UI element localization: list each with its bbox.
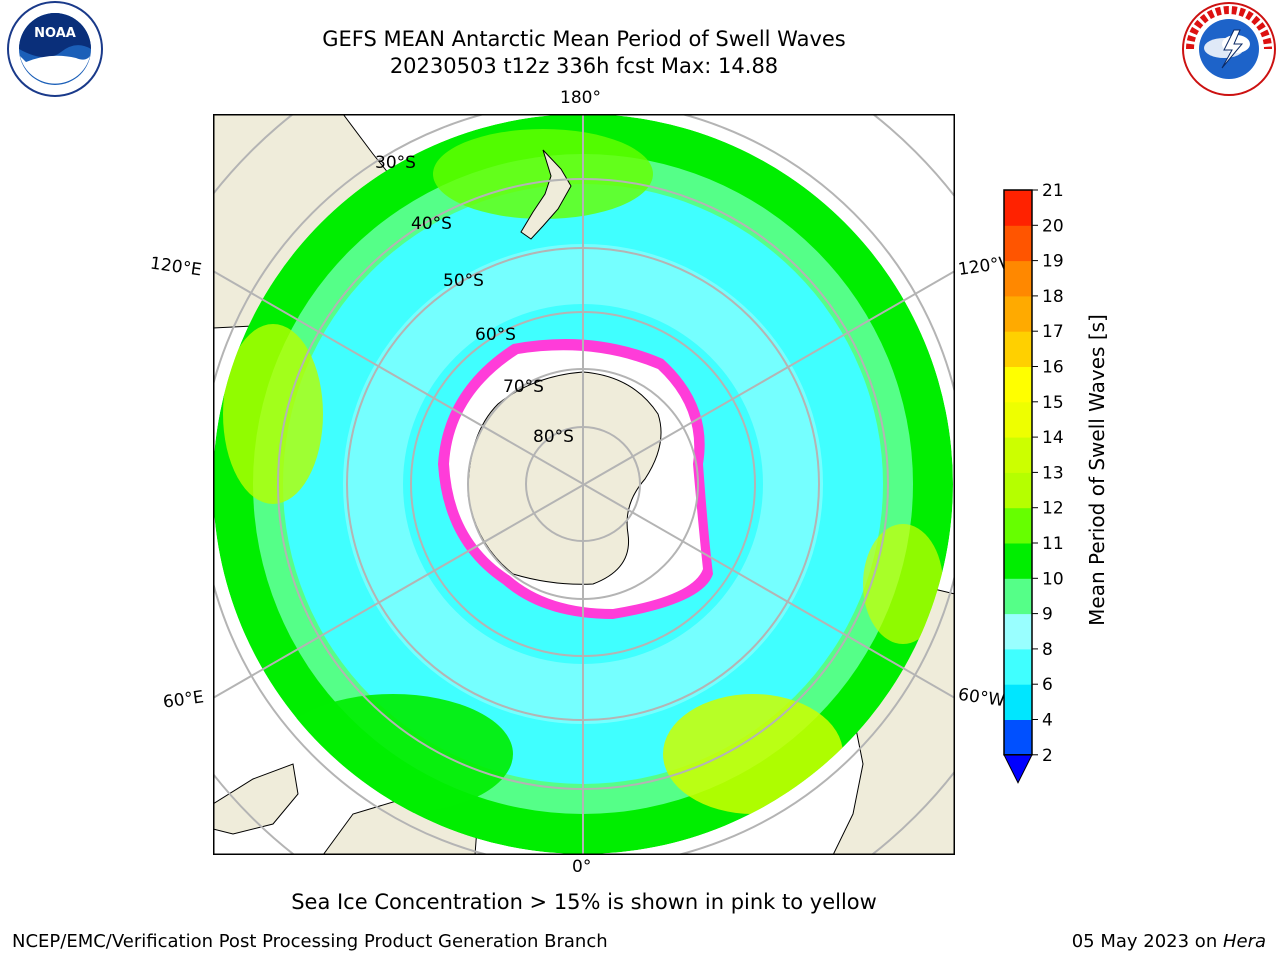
colorbar-tick-label: 13: [1042, 463, 1064, 483]
noaa-logo-icon: NOAA: [7, 1, 103, 97]
chart-title: GEFS MEAN Antarctic Mean Period of Swell…: [322, 27, 846, 51]
colorbar-tick-label: 4: [1042, 711, 1053, 731]
colorbar-segment: [1004, 684, 1032, 720]
colorbar-tick-label: 15: [1042, 393, 1064, 413]
colorbar-segment: [1004, 543, 1032, 579]
nws-logo-icon: [1182, 2, 1276, 96]
colorbar-segment: [1004, 578, 1032, 615]
colorbar-tick-label: 6: [1042, 675, 1053, 695]
colorbar-tick-label: 19: [1042, 252, 1064, 272]
footer-branch: NCEP/EMC/Verification Post Processing Pr…: [12, 931, 608, 952]
colorbar-segment: [1004, 719, 1032, 756]
colorbar-tick-label: 2: [1042, 746, 1053, 766]
colorbar-segment: [1004, 507, 1032, 544]
colorbar-tick-label: 21: [1042, 181, 1064, 201]
lat-label-80: 80°S: [533, 427, 574, 447]
lon-label-180: 180°: [560, 88, 601, 108]
colorbar-tick-label: 9: [1042, 605, 1053, 625]
colorbar-segment: [1004, 225, 1032, 262]
svg-text:NOAA: NOAA: [34, 26, 76, 41]
footer-host: Hera: [1222, 931, 1266, 952]
colorbar-segment: [1004, 613, 1032, 650]
lon-label-0: 0°: [572, 857, 592, 877]
colorbar-segment: [1004, 331, 1032, 367]
lat-label-70: 70°S: [503, 377, 544, 397]
footer-date-text: 05 May 2023 on: [1071, 931, 1223, 952]
chart-subtitle: 20230503 t12z 336h fcst Max: 14.88: [389, 54, 779, 78]
polar-map: 30°S 40°S 50°S 60°S 70°S 80°S: [213, 114, 955, 855]
colorbar-underflow-arrow: [1003, 754, 1033, 784]
colorbar-segment: [1004, 260, 1032, 297]
colorbar-segment: [1004, 472, 1032, 509]
colorbar-tick-label: 14: [1042, 428, 1064, 448]
lat-label-40: 40°S: [411, 214, 452, 234]
lat-label-50: 50°S: [443, 271, 484, 291]
colorbar-tick-label: 11: [1042, 534, 1064, 554]
colorbar-label: Mean Period of Swell Waves [s]: [1085, 314, 1109, 626]
colorbar-segment: [1004, 295, 1032, 332]
colorbar-tick-label: 16: [1042, 358, 1064, 378]
colorbar-tick-label: 20: [1042, 216, 1064, 236]
colorbar-segment: [1004, 648, 1032, 685]
land-madagascar: [213, 763, 299, 835]
colorbar-segment: [1004, 190, 1032, 226]
colorbar-tick-label: 10: [1042, 569, 1064, 589]
lat-label-60: 60°S: [475, 325, 516, 345]
colorbar-tick-label: 18: [1042, 287, 1064, 307]
lon-label-120e: 120°E: [148, 253, 203, 281]
colorbar-tick-label: 17: [1042, 322, 1064, 342]
land-antarctica: [467, 371, 662, 585]
colorbar: 2 4 6 8 9 10 11 12 13 14 15 16 17 18 19 20 21: [1003, 181, 1064, 784]
colorbar-segment: [1004, 437, 1032, 473]
lat-label-30: 30°S: [375, 153, 416, 173]
footer-date: 05 May 2023 on Hera: [1072, 931, 1266, 952]
colorbar-segment: [1004, 366, 1032, 403]
colorbar-segment: [1004, 401, 1032, 438]
colorbar-tick-label: 12: [1042, 499, 1064, 519]
colorbar-tick-label: 8: [1042, 640, 1053, 660]
graticule: [213, 114, 955, 855]
sea-ice-caption: Sea Ice Concentration > 15% is shown in …: [291, 890, 877, 914]
lon-label-60e: 60°E: [161, 687, 206, 713]
